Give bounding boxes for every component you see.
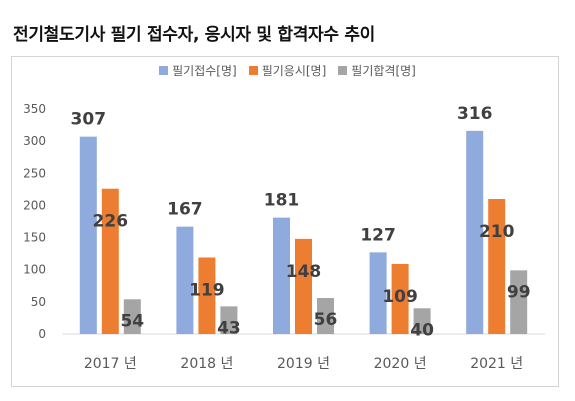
bar-examinees [391, 263, 409, 334]
y-tick-label: 300 [23, 134, 46, 148]
data-label-applicants: 307 [71, 110, 107, 130]
x-category-label: 2018 년 [180, 356, 233, 372]
legend-item-examinees: 필기응시[명] [248, 62, 327, 79]
bar-examinees [101, 188, 119, 334]
data-label-applicants: 181 [264, 191, 300, 211]
bar-passers [317, 298, 334, 334]
bar-examinees [295, 238, 312, 334]
data-label-examinees: 226 [93, 212, 129, 232]
bar-passers [220, 306, 238, 334]
y-tick-label: 150 [23, 231, 46, 245]
legend-swatch-applicants [159, 66, 169, 75]
y-tick-label: 50 [31, 295, 46, 309]
bar-passers [413, 308, 431, 334]
legend-swatch-examinees [248, 66, 258, 75]
legend-label-applicants: 필기접수[명] [172, 64, 237, 78]
data-label-passers: 56 [314, 310, 338, 330]
data-label-examinees: 119 [189, 281, 225, 301]
legend-label-examinees: 필기응시[명] [261, 64, 327, 78]
data-label-examinees: 210 [479, 222, 515, 242]
y-tick-label: 200 [23, 198, 46, 212]
bar-examinees [198, 257, 216, 334]
legend-label-passers: 필기합격[명] [351, 64, 416, 78]
bar-applicants [79, 136, 97, 334]
y-tick-label: 350 [23, 102, 46, 116]
bar-applicants [466, 130, 484, 334]
bar-examinees [488, 199, 506, 334]
bar-applicants [369, 252, 387, 334]
legend-item-applicants: 필기접수[명] [159, 62, 237, 79]
x-category-label: 2019 년 [277, 356, 330, 372]
data-label-applicants: 167 [167, 200, 203, 220]
data-label-passers: 43 [217, 318, 241, 338]
data-label-passers: 54 [120, 311, 144, 331]
page-title: 전기철도기사 필기 접수자, 응시자 및 합격자수 추이 [13, 25, 376, 45]
y-tick-label: 250 [23, 166, 46, 180]
data-label-applicants: 127 [360, 225, 396, 245]
bar-applicants [273, 217, 290, 334]
data-label-applicants: 316 [457, 104, 493, 124]
bar-passers [510, 270, 528, 334]
legend: 필기접수[명] 필기응시[명] 필기합격[명] [0, 62, 575, 79]
data-label-examinees: 109 [382, 287, 418, 307]
x-category-label: 2020 년 [374, 356, 427, 372]
x-category-label: 2017 년 [84, 356, 137, 372]
x-category-label: 2021 년 [470, 356, 523, 372]
data-label-passers: 40 [410, 320, 434, 340]
y-tick-label: 100 [23, 263, 46, 277]
legend-item-passers: 필기합격[명] [338, 62, 416, 79]
bar-applicants [176, 226, 194, 334]
y-tick-label: 0 [38, 327, 46, 341]
bar-passers [123, 299, 141, 334]
data-label-examinees: 148 [286, 262, 322, 282]
legend-swatch-passers [338, 66, 348, 75]
data-label-passers: 99 [507, 282, 531, 302]
